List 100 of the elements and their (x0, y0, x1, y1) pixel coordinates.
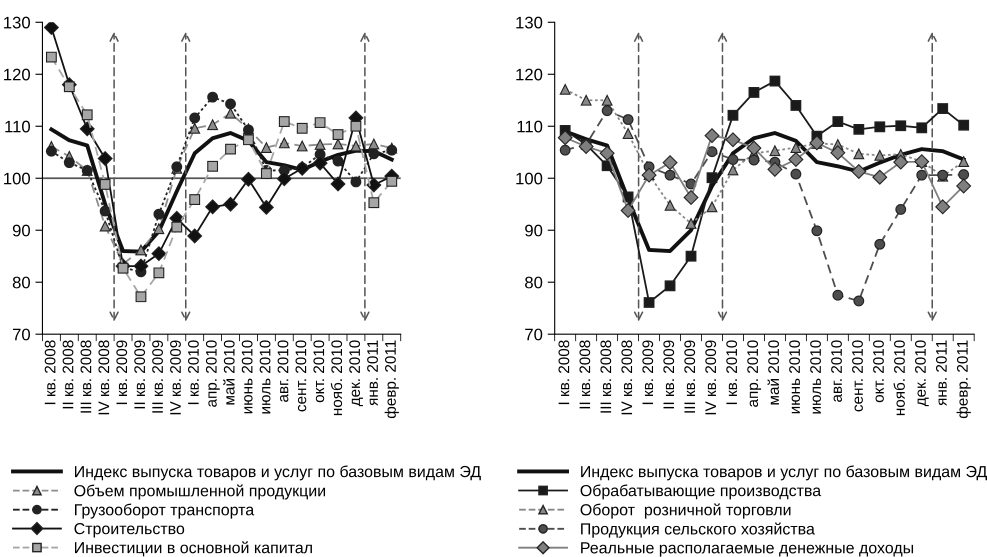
x-tick-label: февр. 2011 (384, 340, 399, 418)
point (853, 296, 864, 306)
legend-label: Индекс выпуска товаров и услуг по базовым видам ЭД (75, 465, 481, 480)
x-tick-label: апр. 2010 (206, 340, 220, 407)
point (46, 52, 57, 63)
point (207, 92, 218, 103)
x-tick-label: II кв. 2009 (134, 340, 146, 408)
point (832, 290, 844, 301)
x-tick-label: нояб. 2010 (894, 340, 905, 416)
x-tick-label: июнь 2010 (242, 340, 253, 414)
y-tick-label: 80 (525, 276, 542, 288)
point (664, 170, 676, 181)
point (312, 156, 328, 171)
point (893, 154, 908, 170)
point (560, 144, 571, 156)
point (853, 148, 864, 160)
y-tick-label: 100 (4, 172, 30, 184)
point (189, 112, 200, 124)
point (100, 206, 111, 216)
legend-label: Оборот розничной торговли (580, 503, 790, 519)
point (706, 201, 718, 212)
point (260, 142, 272, 153)
x-tick-label: I кв. 2010 (188, 340, 199, 404)
point (46, 146, 57, 157)
point (811, 225, 822, 236)
point (895, 204, 906, 215)
point (368, 197, 380, 208)
x-tick-label: авг. 2010 (831, 340, 842, 402)
x-tick-label: сент. 2010 (295, 340, 306, 412)
x-tick-label: янв. 2011 (936, 340, 947, 406)
x-tick-label: сент. 2010 (852, 340, 863, 412)
x-tick-label: III кв. 2009 (152, 340, 163, 413)
point (223, 196, 238, 212)
legend-label: Обрабатывающие производства (580, 484, 822, 500)
point (260, 168, 272, 179)
point (788, 152, 804, 167)
point (332, 138, 344, 150)
point (386, 144, 398, 156)
point (790, 100, 802, 111)
point (916, 122, 928, 134)
y-tick-label: 130 (516, 16, 542, 28)
point (602, 105, 613, 116)
x-tick-label: II кв. 2008 (62, 340, 74, 408)
point (560, 84, 571, 95)
point (187, 228, 202, 244)
point (44, 22, 59, 35)
point (790, 142, 802, 153)
y-tick-label: 110 (5, 120, 30, 132)
point (728, 164, 738, 176)
x-tick-label: февр. 2011 (956, 340, 971, 418)
point (207, 160, 218, 172)
legend-label: Реальные располагаемые денежные доходы (581, 542, 914, 557)
point (746, 140, 762, 156)
point (602, 94, 613, 106)
point (189, 194, 200, 205)
x-tick-label: май 2010 (223, 340, 235, 404)
x-tick-label: май 2010 (768, 340, 780, 404)
y-tick-label: 110 (518, 120, 542, 132)
point (770, 145, 780, 156)
point (790, 168, 802, 180)
point (662, 155, 678, 170)
point (82, 109, 93, 120)
x-tick-label: июль 2010 (810, 340, 821, 414)
x-tick-label: I кв. 2009 (642, 340, 654, 404)
x-tick-label: III кв. 2008 (80, 340, 92, 413)
x-tick-label: IV кв. 2009 (705, 340, 716, 414)
point (726, 132, 740, 148)
point (872, 170, 888, 185)
point (767, 162, 782, 177)
point (874, 121, 886, 132)
point (278, 137, 290, 148)
point (386, 176, 398, 187)
point (100, 179, 111, 190)
point (350, 140, 362, 152)
point (189, 122, 200, 134)
legend-label: Инвестиции в основной капитал (75, 541, 312, 556)
point (134, 258, 148, 274)
y-tick-label: 70 (12, 328, 30, 340)
x-tick-label: III кв. 2009 (684, 340, 696, 413)
point (686, 250, 696, 262)
x-tick-label: апр. 2010 (747, 340, 762, 407)
point (644, 297, 654, 308)
legend-label: Продукция сельского хозяйства (581, 522, 815, 538)
point (153, 208, 164, 220)
point (874, 238, 886, 250)
y-tick-label: 70 (525, 328, 542, 340)
legend-label: Грузооборот транспорта (75, 504, 254, 519)
point (80, 121, 95, 136)
point (205, 199, 220, 214)
point (332, 129, 344, 140)
y-tick-label: 120 (516, 68, 542, 80)
point (314, 117, 326, 128)
point (558, 130, 573, 146)
x-tick-label: IV кв. 2008 (98, 340, 110, 414)
y-tick-label: 90 (525, 224, 542, 236)
point (600, 146, 615, 161)
x-tick-label: дек. 2010 (915, 340, 929, 406)
point (832, 116, 844, 127)
x-tick-label: I кв. 2008 (44, 340, 56, 404)
point (935, 199, 950, 214)
